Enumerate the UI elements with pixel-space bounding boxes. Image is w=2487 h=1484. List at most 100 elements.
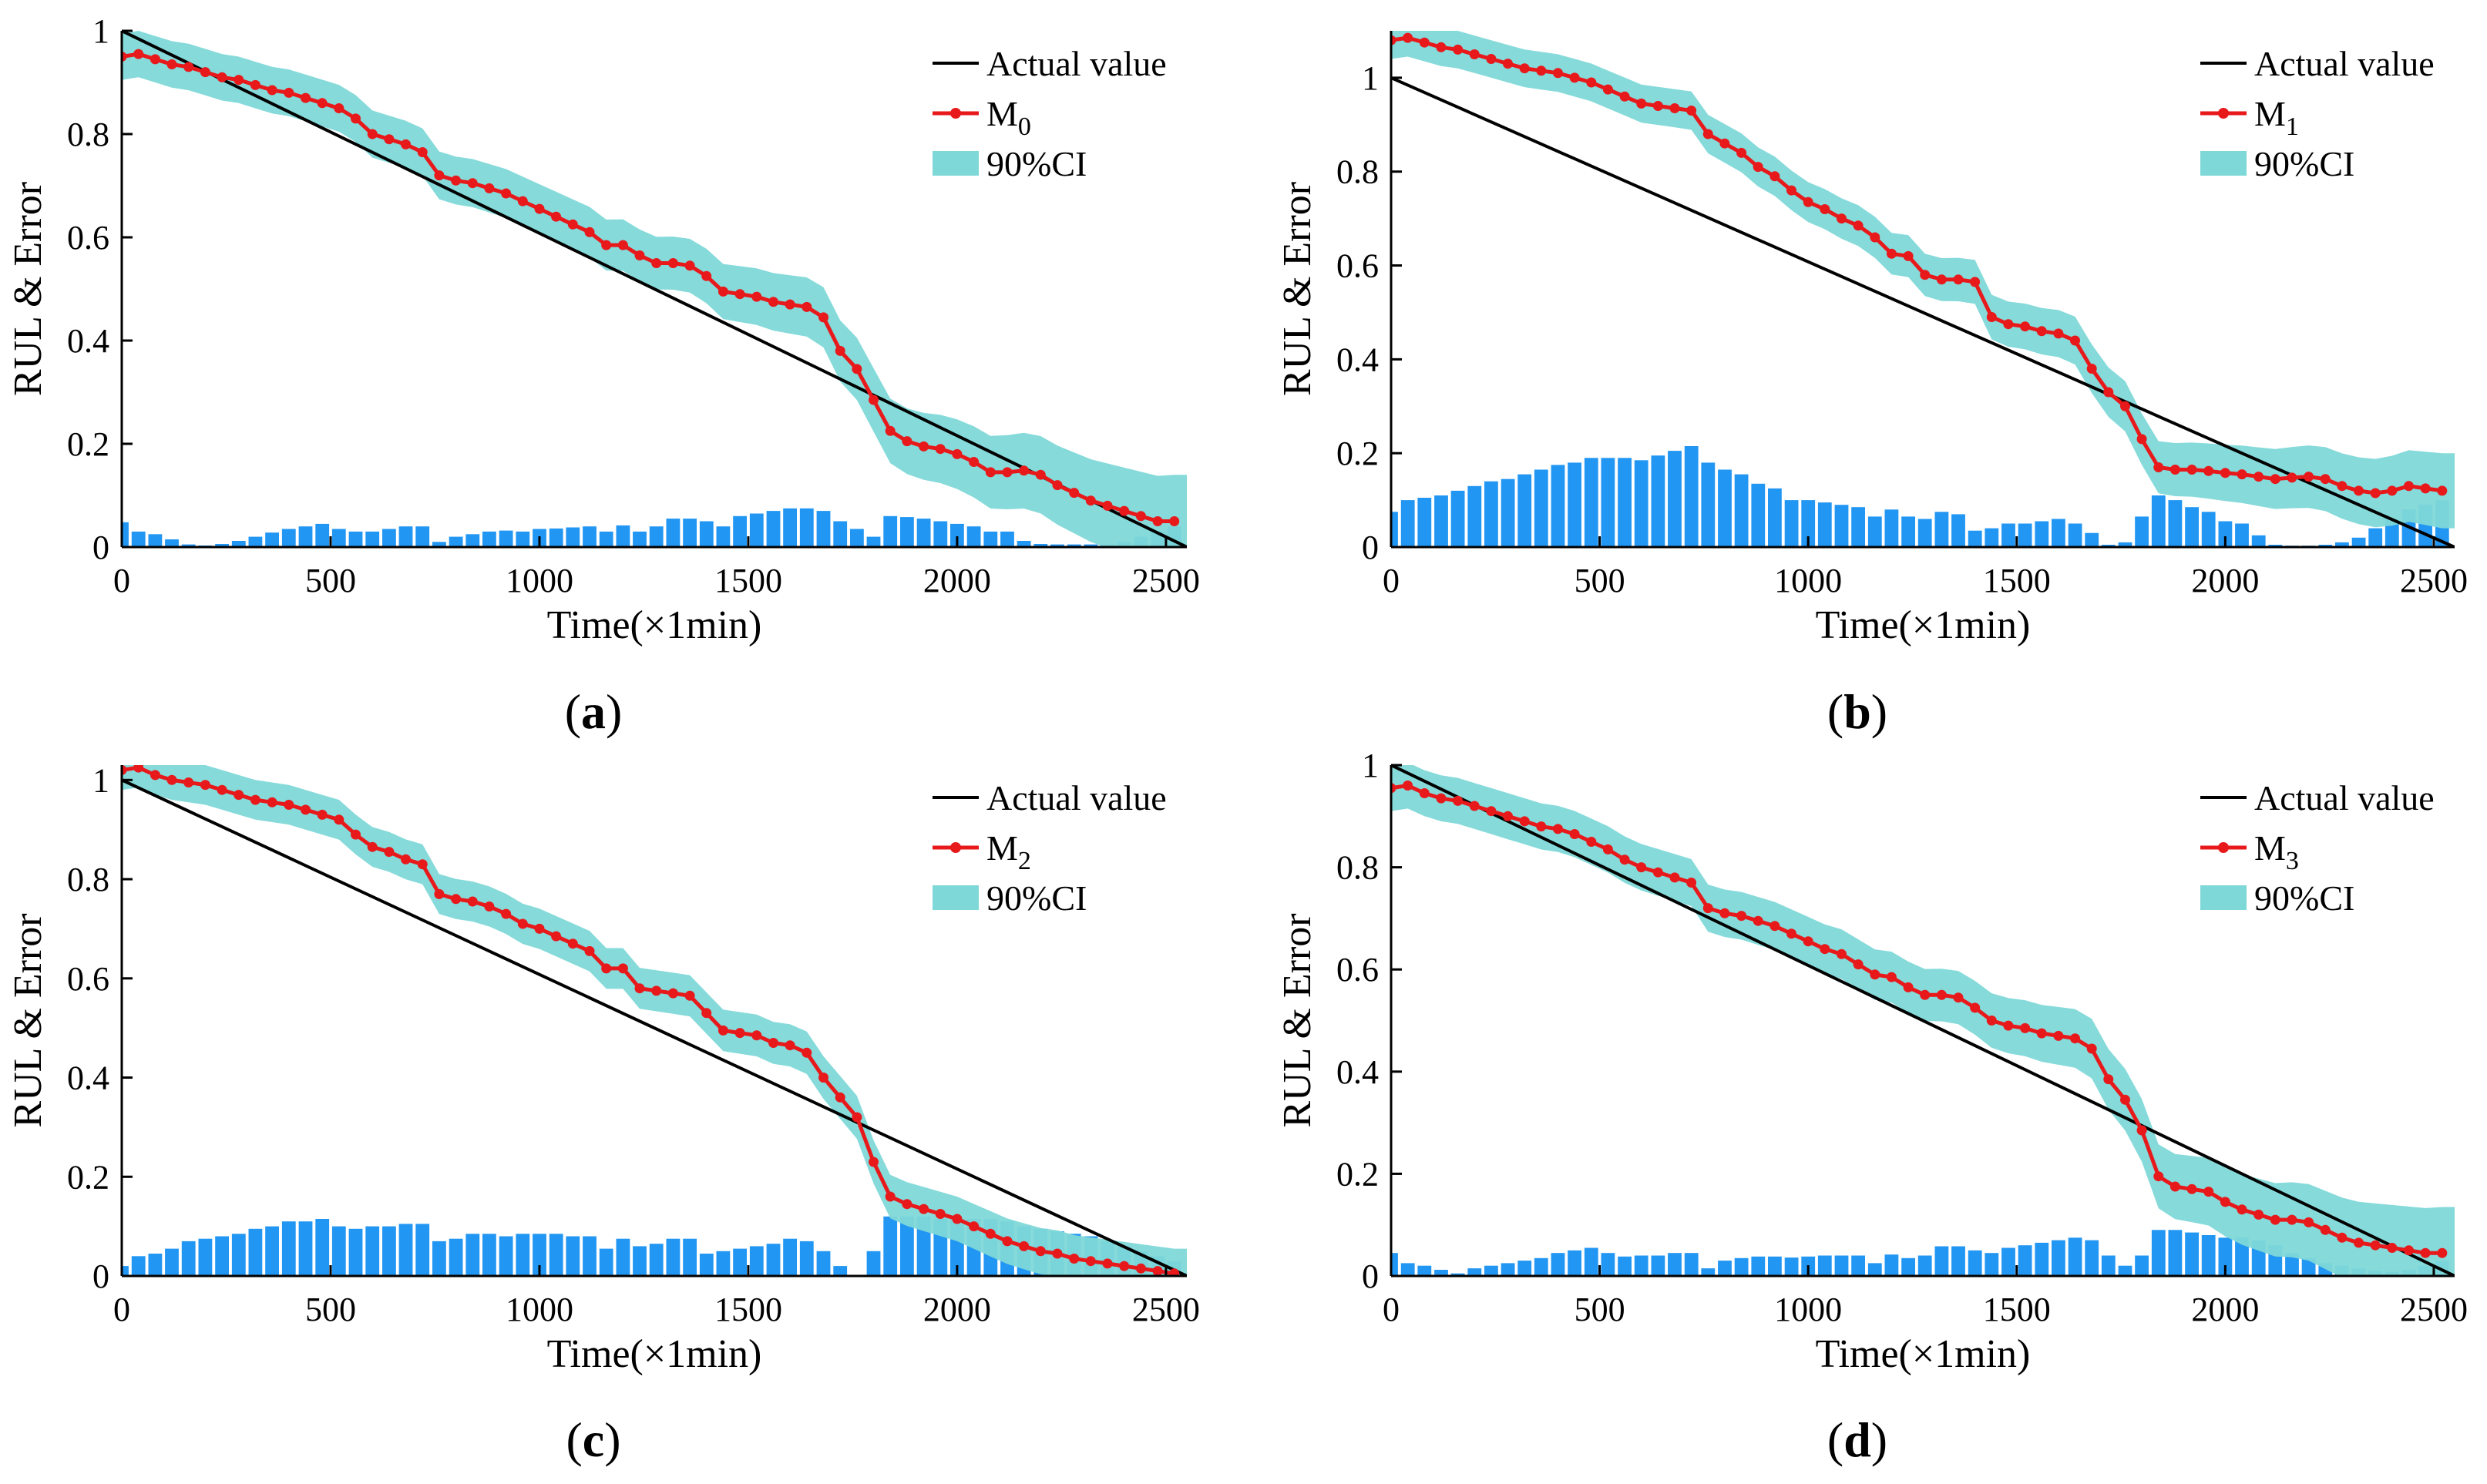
x-tick-label: 1500 [1983,562,2051,599]
error-bar [1817,1255,1832,1276]
predicted-point [818,1073,828,1083]
error-bar [131,1256,146,1276]
plot-area [122,765,1187,1276]
error-bar [2035,521,2049,547]
predicted-point [217,72,227,82]
predicted-point [501,188,512,199]
predicted-point [1686,878,1697,888]
error-bar [749,1246,764,1276]
predicted-point [1753,162,1763,173]
predicted-point [852,364,862,374]
x-tick-label: 500 [305,1291,356,1328]
predicted-point [768,1038,778,1048]
predicted-point [835,1092,845,1103]
predicted-line [122,52,1175,523]
predicted-point [1803,196,1813,207]
error-bar [1050,544,1064,547]
error-bar [2151,1230,2166,1276]
predicted-point [567,938,578,949]
y-tick-label: 1 [92,12,109,50]
predicted-point [1135,511,1146,522]
error-bar [616,1238,630,1276]
error-bar [1867,516,1882,547]
predicted-point [2370,488,2381,499]
predicted-point [902,436,912,447]
predicted-point [718,1025,728,1036]
error-bar [1501,1263,1515,1276]
x-tick-label: 2500 [2400,1291,2468,1328]
predicted-point [367,129,378,139]
panel-letter: a [581,684,606,739]
predicted-point [1102,500,1113,511]
x-tick-label: 0 [113,1291,130,1328]
error-bar [2018,1245,2032,1276]
predicted-point [1453,795,1464,806]
y-tick-label: 1 [92,761,109,799]
error-bar [1684,446,1699,547]
predicted-point [1519,63,1530,74]
predicted-point [2203,465,2214,476]
predicted-point [701,270,712,281]
predicted-point [1569,829,1580,839]
predicted-point [1469,49,1480,59]
predicted-point [484,183,495,193]
error-bar [649,526,664,547]
predicted-point [1619,91,1630,102]
error-bar [883,1216,898,1276]
predicted-point [351,113,361,124]
error-bar [1618,1256,1632,1276]
error-bar [2185,507,2199,547]
error-bar [1968,1250,1982,1276]
error-bar [348,531,363,547]
error-bar [583,526,597,547]
predicted-point [2437,1247,2448,1258]
error-bar [1985,528,1999,547]
predicted-point [969,1221,980,1232]
predicted-point [952,1214,963,1224]
predicted-point [217,784,227,795]
predicted-point [2120,401,2130,411]
error-bar [1033,544,1048,547]
error-bar [1718,469,1732,547]
legend-model-subscript: 0 [1018,112,1031,141]
y-tick-label: 1 [1362,59,1379,97]
plot-area [1391,31,2455,547]
predicted-point [1019,1241,1030,1251]
error-bar [398,1224,413,1276]
predicted-point [2304,1217,2314,1227]
predicted-point [935,444,946,455]
error-bar [449,1238,463,1276]
predicted-point [2186,465,2197,475]
predicted-point [2136,1125,2147,1136]
predicted-point [384,847,395,858]
legend-ci-label: 90%CI [2254,144,2354,183]
error-bar [181,544,196,547]
predicted-point [869,395,879,405]
y-tick-label: 0.4 [1336,1053,1379,1091]
plot-area [1391,765,2455,1276]
error-bar [1584,1247,1598,1276]
y-tick-label: 0 [92,1257,109,1295]
error-bar [599,531,613,547]
predicted-point [1419,788,1430,798]
x-axis-label: Time(×1min) [547,1332,762,1376]
predicted-line [122,765,1175,1276]
predicted-point [1803,936,1813,947]
predicted-point [301,804,311,815]
predicted-point [183,62,194,72]
predicted-point [1553,824,1563,834]
predicted-point [467,178,478,189]
predicted-point [802,301,812,312]
actual-value-line [1391,76,2455,547]
predicted-point [667,258,678,268]
predicted-point [601,240,612,250]
predicted-point [1686,106,1697,116]
legend-actual-label: Actual value [986,44,1167,83]
legend-model-subscript: 1 [2286,112,2299,141]
legend-model-subscript: 3 [2286,847,2299,875]
predicted-point [1837,948,1847,959]
predicted-point [1586,77,1597,88]
x-tick-label: 2000 [923,1291,991,1328]
predicted-point [2253,472,2264,482]
